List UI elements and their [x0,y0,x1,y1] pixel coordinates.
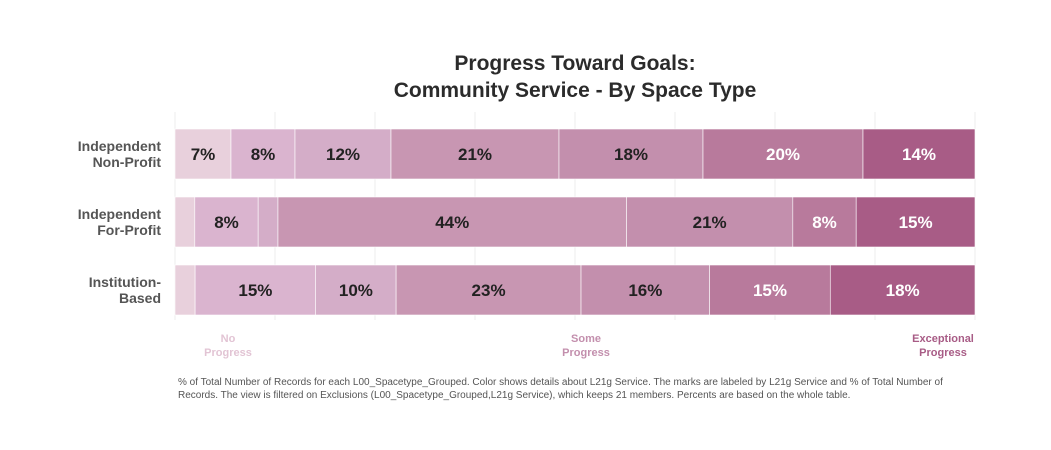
data-label: 8% [214,213,239,232]
bar-segment [580,264,710,316]
legend-label: Some [571,333,601,345]
bar-segment [709,264,831,316]
data-label: 20% [766,145,800,164]
data-label: 21% [458,145,492,164]
legend-label: Progress [919,347,967,359]
chart-title-line-1: Progress Toward Goals: [454,52,696,75]
chart-footnote: % of Total Number of Records for each L0… [178,377,943,401]
bar-segment [174,128,232,180]
category-label: Independent [78,206,162,222]
data-label: 23% [472,281,506,300]
data-label: 44% [435,213,469,232]
data-label: 18% [886,281,920,300]
bar-segment [792,196,857,248]
stacked-bar-chart: 7% 8% 12% 21% 18% 20% 14% 8% 44% 21% 8% 15% 15% 10% 23… [78,112,976,359]
bar-segment [702,128,864,180]
legend-label: Exceptional [912,333,974,345]
bar-segment [194,196,259,248]
data-label: 16% [628,281,662,300]
category-label: Institution- [89,274,162,290]
data-label: 15% [753,281,787,300]
data-label: 12% [326,145,360,164]
data-label: 8% [812,213,837,232]
bar-segments [174,128,976,316]
bar-segment [174,264,196,316]
legend-label: Progress [204,347,252,359]
chart-title: Progress Toward Goals: Community Service… [300,50,850,104]
bar-segment [558,128,704,180]
legend-label: No [221,333,236,345]
legend-label: Progress [562,347,610,359]
category-label: Independent [78,138,162,154]
data-label: 15% [899,213,933,232]
bar-segment [626,196,794,248]
data-label: 10% [339,281,373,300]
data-label: 7% [191,145,216,164]
data-label: 21% [693,213,727,232]
bar-segment [315,264,397,316]
data-label: 8% [251,145,276,164]
bar-segment [230,128,296,180]
bar-segment [855,196,976,248]
bar-segment [829,264,976,316]
data-label: 15% [238,281,272,300]
chart-title-line-2: Community Service - By Space Type [393,79,757,102]
bar-segment [194,264,317,316]
segment-labels: 7% 8% 12% 21% 18% 20% 14% 8% 44% 21% 8% 15% 15% 10% 23… [191,145,936,300]
row-labels: IndependentNon-ProfitIndependentFor-Prof… [78,138,162,306]
category-label: For-Profit [97,222,161,238]
bar-segment [862,128,976,180]
data-label: 14% [902,145,936,164]
category-label: Based [119,290,161,306]
color-legend: No Progress Some Progress Exceptional Progres… [204,333,974,359]
data-label: 18% [614,145,648,164]
bar-segment [395,264,582,316]
bar-segment [257,196,279,248]
bar-segment [174,196,196,248]
category-label: Non-Profit [93,154,162,170]
